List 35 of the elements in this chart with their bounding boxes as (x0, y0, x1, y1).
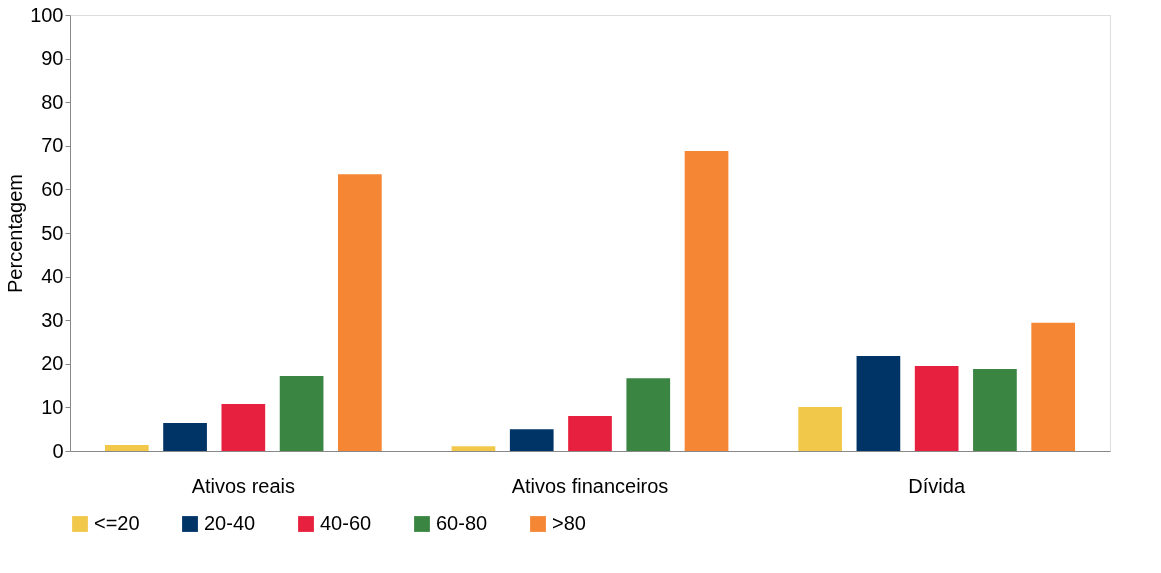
bar (279, 376, 324, 451)
x-tick-label: Ativos reais (191, 474, 296, 497)
legend-label: 60-80 (436, 512, 488, 534)
bar (163, 423, 207, 451)
y-axis-title: Percentagem (4, 174, 27, 293)
y-tick-label: 60 (41, 177, 64, 200)
y-tick-label: 20 (41, 352, 64, 375)
x-tick-label: Dívida (908, 474, 966, 497)
y-tick-label: 40 (41, 265, 64, 288)
bar (798, 406, 842, 451)
bar (626, 378, 671, 451)
bar (509, 429, 554, 451)
bar (104, 444, 149, 451)
x-tick-label: Ativos financeiros (511, 474, 669, 497)
legend-label: >80 (552, 512, 586, 534)
bar (451, 446, 496, 451)
y-tick-label: 10 (41, 395, 64, 418)
bar (973, 369, 1017, 451)
y-tick-label: 0 (52, 439, 64, 462)
legend-label: 20-40 (204, 512, 256, 534)
y-tick-label: 80 (41, 90, 64, 113)
bar (856, 355, 901, 451)
bar (914, 365, 959, 451)
y-tick-label: 30 (41, 308, 64, 331)
bar (221, 403, 266, 451)
y-tick-label: 90 (41, 47, 64, 70)
bar (684, 151, 729, 451)
bar (1031, 322, 1076, 451)
y-tick-label: 100 (30, 3, 64, 26)
legend-label: <=20 (94, 512, 140, 534)
bar (568, 416, 612, 451)
y-tick-label: 50 (41, 221, 64, 244)
y-tick-label: 70 (41, 134, 64, 157)
legend-label: 40-60 (320, 512, 372, 534)
bar (338, 174, 382, 451)
